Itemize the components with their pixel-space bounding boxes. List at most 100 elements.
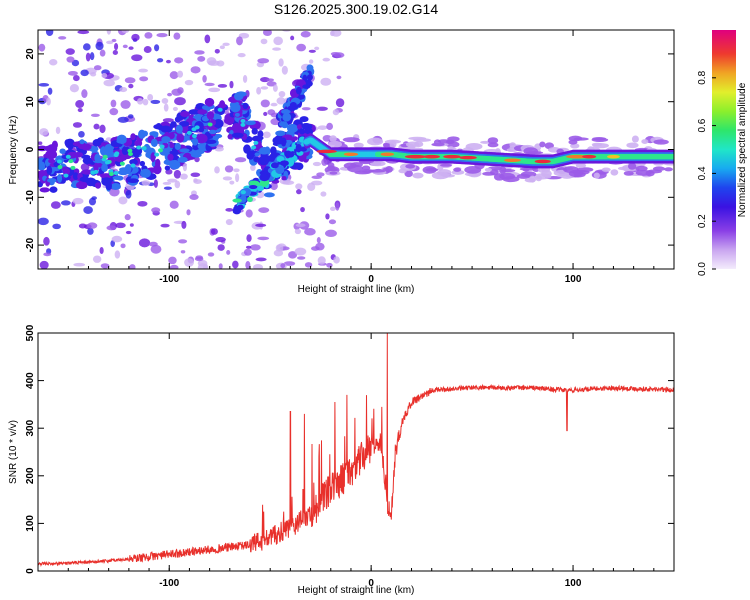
spectral-blob — [523, 147, 539, 156]
spectral-blob — [99, 49, 106, 57]
spectral-blob — [273, 36, 283, 46]
spectral-blob — [179, 120, 190, 127]
spectral-blob — [38, 141, 43, 145]
spectral-blob — [258, 207, 270, 213]
spectral-blob — [249, 185, 258, 190]
spectral-blob — [77, 108, 83, 113]
spectral-blob — [45, 149, 58, 160]
spectral-blob — [229, 80, 234, 89]
spectral-blob — [275, 244, 284, 252]
spectral-blob — [243, 248, 252, 256]
spectral-blob — [234, 112, 240, 117]
spectral-blob — [60, 200, 71, 206]
spectrogram-y-ticks: -20 -10 0 10 20 — [25, 48, 674, 252]
snr-x-label: Height of straight line (km) — [298, 585, 415, 596]
spectral-blob — [439, 163, 452, 167]
spectral-blob — [296, 189, 302, 195]
spectral-blob — [229, 180, 235, 185]
spectral-blob — [300, 31, 311, 38]
spectral-blob — [297, 256, 306, 260]
spectral-blob — [114, 250, 121, 259]
spectral-blob — [316, 237, 321, 244]
spectral-blob — [91, 196, 97, 200]
spectral-blob — [100, 263, 110, 269]
y-tick-label: 300 — [25, 419, 36, 436]
spectral-blob — [82, 157, 92, 165]
spectral-blob — [189, 194, 199, 201]
spectral-blob — [317, 256, 326, 265]
spectral-blob — [174, 97, 186, 106]
spectral-blob — [79, 176, 90, 183]
spectral-blob — [125, 230, 132, 235]
spectral-blob — [529, 175, 536, 183]
spectral-blob — [240, 190, 246, 195]
spectral-blob — [251, 135, 263, 142]
spectral-blob — [116, 175, 124, 181]
spectral-blob — [384, 139, 402, 144]
spectral-blob — [169, 159, 181, 170]
spectral-blob — [93, 65, 102, 71]
spectral-blob — [575, 163, 587, 169]
y-tick-label: -10 — [25, 190, 36, 205]
spectral-blob — [110, 240, 115, 248]
spectral-blob — [39, 187, 50, 193]
snr-x-ticks: -100 0 100 — [67, 333, 675, 589]
spectral-blob — [256, 86, 262, 95]
spectral-blob — [270, 102, 278, 107]
spectral-blob — [641, 139, 649, 144]
spectral-blob — [270, 162, 279, 169]
spectral-blob — [522, 168, 530, 172]
spectral-blob — [129, 264, 136, 269]
spectral-blob — [128, 46, 134, 50]
spectral-blob — [140, 168, 151, 178]
spectral-blob — [509, 142, 516, 148]
spectral-blob — [251, 127, 258, 135]
spectral-blob — [190, 172, 201, 177]
spectral-blob — [73, 74, 80, 82]
spectral-blob — [263, 111, 268, 116]
spectral-blob — [275, 130, 286, 137]
spectral-blob — [110, 99, 117, 108]
spectral-blob — [81, 169, 94, 175]
spectral-blob — [295, 144, 302, 153]
spectral-blob — [127, 114, 134, 119]
spectral-blob — [38, 83, 50, 87]
spectral-blob — [235, 173, 240, 183]
spectral-blob — [114, 42, 119, 51]
spectral-blob — [141, 180, 151, 186]
spectral-blob — [109, 187, 120, 197]
spectral-blob — [328, 140, 343, 148]
spectral-blob — [304, 228, 316, 236]
spectral-blob — [294, 228, 302, 235]
spectral-blob — [186, 130, 192, 135]
spectral-blob — [180, 250, 186, 254]
spectral-blob — [65, 48, 75, 55]
spectral-blob — [330, 206, 336, 211]
spectral-blob — [115, 222, 126, 229]
spectral-blob — [70, 165, 76, 170]
spectral-blob — [124, 164, 132, 174]
spectral-blob — [175, 124, 183, 134]
spectral-blob — [162, 118, 174, 123]
spectral-blob — [563, 166, 579, 173]
spectral-blob — [136, 145, 142, 150]
spectral-blob — [322, 57, 331, 62]
spectral-blob — [272, 136, 284, 145]
spectral-blob — [232, 198, 242, 203]
spectral-blob — [306, 65, 314, 70]
spectral-blob — [105, 181, 113, 191]
colorbar-ticks: 0.0 0.2 0.4 0.6 0.8 — [697, 70, 716, 276]
spectral-blob — [480, 140, 491, 144]
snr-plot: -100 0 100 0 100 200 300 400 500 Height of stra… — [8, 324, 675, 596]
spectral-blob — [464, 166, 482, 174]
spectral-blob — [591, 142, 603, 147]
spectral-blob — [254, 152, 260, 157]
spectral-blob — [46, 165, 53, 175]
spectral-blob — [218, 263, 223, 269]
spectral-blob — [56, 173, 63, 183]
spectral-blob — [79, 139, 85, 145]
snr-series-line — [38, 333, 674, 568]
ridge-mark — [670, 153, 674, 160]
spectral-blob — [103, 79, 115, 87]
spectral-blob — [119, 87, 128, 93]
